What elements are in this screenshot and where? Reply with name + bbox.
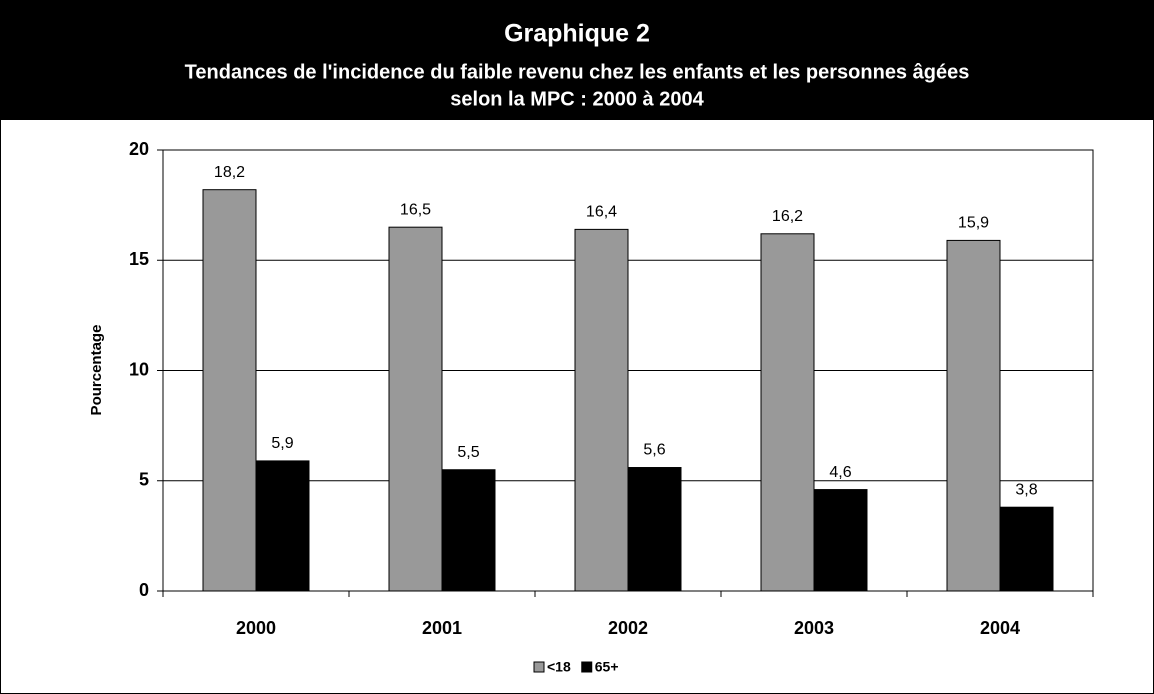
- header: [0, 0, 1154, 120]
- bar: [255, 460, 310, 592]
- chart-subtitle: Tendances de l'incidence du faible reven…: [185, 61, 970, 83]
- chart-subtitle: selon la MPC : 2000 à 2004: [450, 88, 704, 110]
- y-tick-label: 10: [129, 359, 149, 379]
- data-label: 5,6: [643, 442, 665, 459]
- bar: [202, 189, 257, 592]
- bar: [388, 226, 443, 592]
- y-tick-label: 15: [129, 249, 149, 269]
- y-tick-label: 5: [139, 470, 149, 490]
- bar: [813, 489, 868, 592]
- bar: [999, 506, 1054, 592]
- data-label: 16,4: [586, 204, 617, 221]
- data-label: 18,2: [214, 164, 245, 181]
- y-tick-label: 0: [139, 580, 149, 600]
- legend-label: <18: [547, 659, 571, 675]
- x-tick-label: 2001: [422, 618, 462, 638]
- x-tick-label: 2004: [980, 618, 1020, 638]
- bar: [574, 228, 629, 592]
- x-tick-label: 2000: [236, 618, 276, 638]
- data-label: 15,9: [958, 215, 989, 232]
- bar: [760, 233, 815, 592]
- bar: [441, 469, 496, 592]
- data-label: 4,6: [829, 464, 851, 481]
- data-label: 5,9: [271, 435, 293, 452]
- legend-label: 65+: [595, 659, 619, 675]
- data-label: 5,5: [457, 444, 479, 461]
- bar: [946, 239, 1001, 592]
- bar: [627, 467, 682, 592]
- legend-swatch: [533, 661, 545, 673]
- chart-title: Graphique 2: [504, 20, 650, 48]
- x-tick-label: 2003: [794, 618, 834, 638]
- legend-swatch: [581, 661, 593, 673]
- data-label: 16,5: [400, 201, 431, 218]
- y-tick-label: 20: [129, 139, 149, 159]
- data-label: 16,2: [772, 208, 803, 225]
- data-label: 3,8: [1015, 481, 1037, 498]
- x-tick-label: 2002: [608, 618, 648, 638]
- y-axis-label: Pourcentage: [88, 325, 105, 416]
